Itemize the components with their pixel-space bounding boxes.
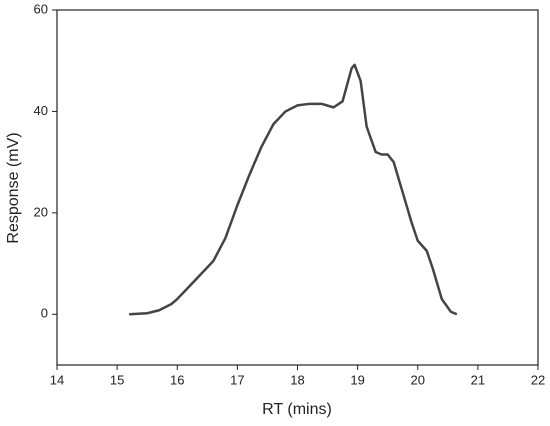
x-tick-label: 17 [230,372,244,387]
x-tick-label: 22 [531,372,545,387]
x-tick-label: 19 [350,372,364,387]
y-tick-label: 0 [41,306,48,321]
x-tick-label: 18 [290,372,304,387]
plot-frame [56,9,539,366]
x-tick-label: 21 [471,372,485,387]
y-tick-label: 60 [34,1,48,16]
x-tick-label: 15 [110,372,124,387]
y-tick-label: 20 [34,204,48,219]
x-tick-label: 20 [411,372,425,387]
y-axis-title: Response (mV) [5,132,22,243]
y-tick-label: 40 [34,103,48,118]
x-axis-title: RT (mins) [262,401,332,418]
x-tick-label: 14 [50,372,64,387]
x-tick-label: 16 [170,372,184,387]
data-line [129,63,458,316]
